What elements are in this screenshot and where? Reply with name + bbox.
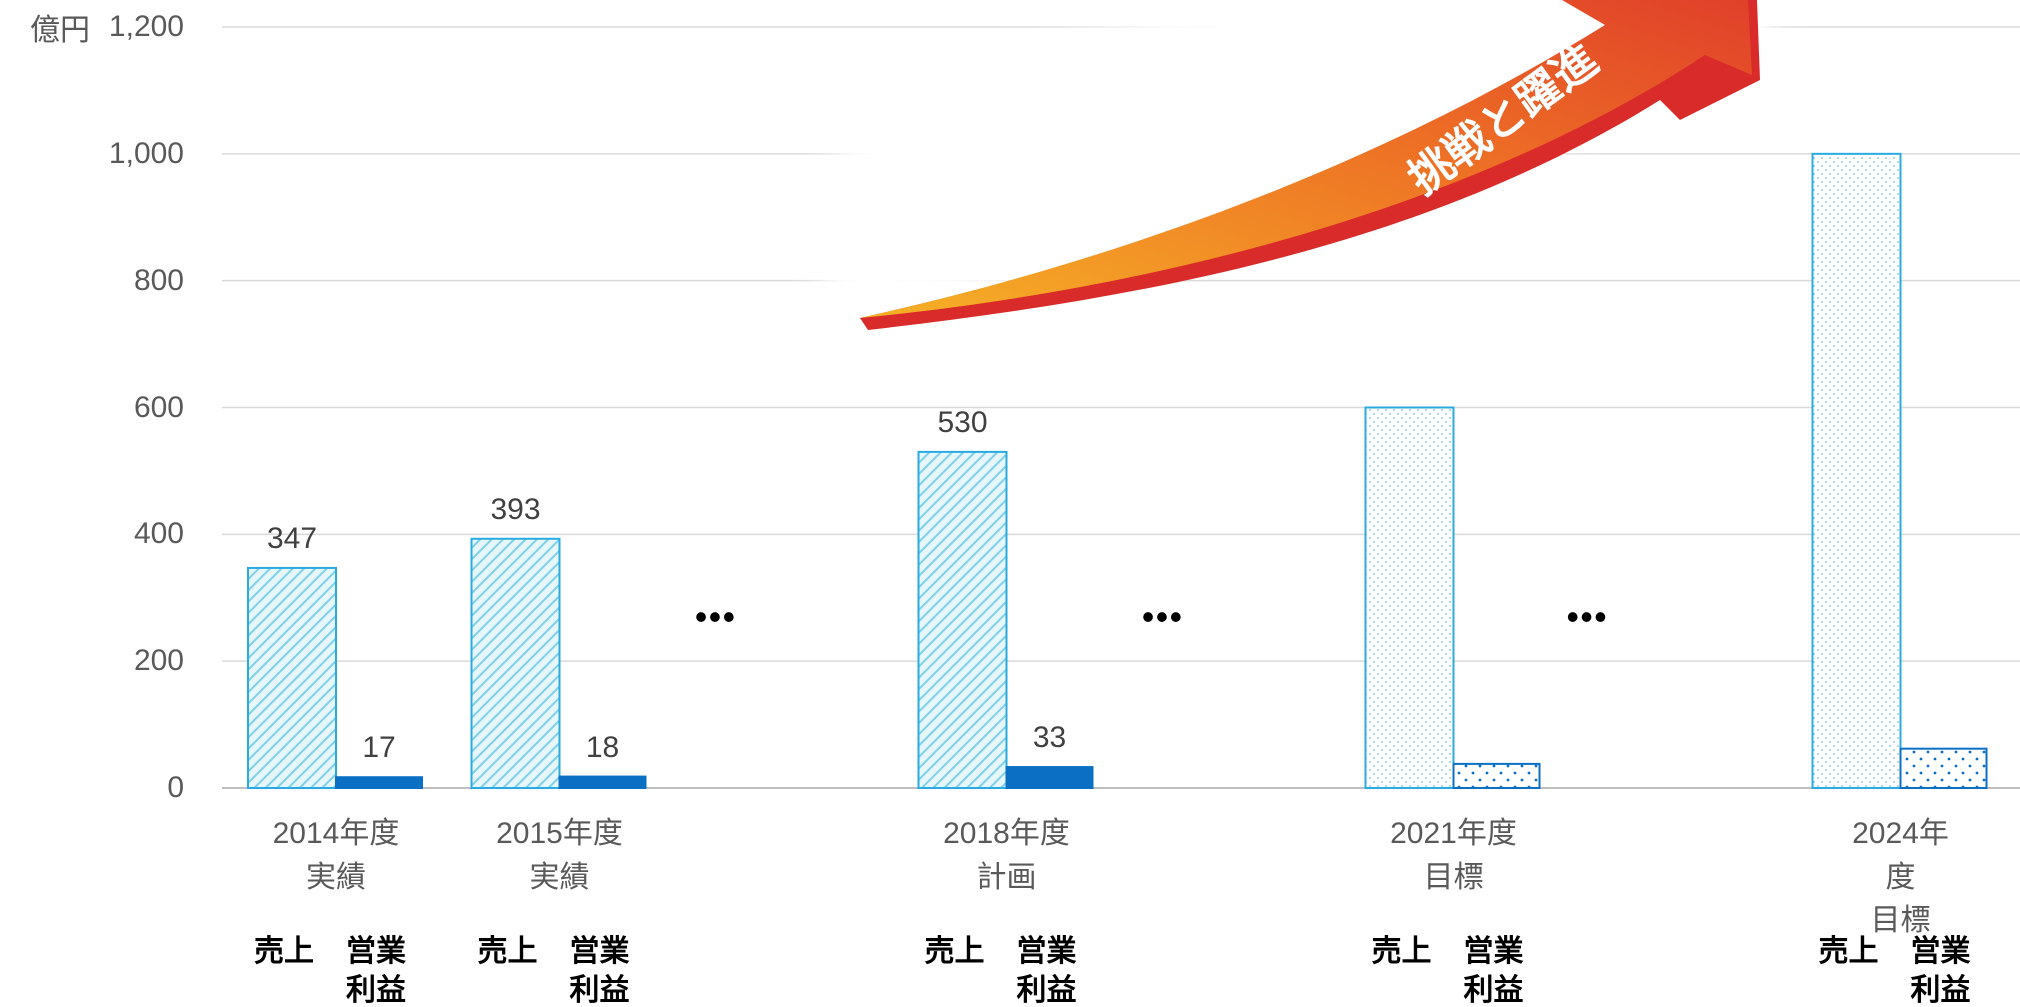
series-label: 売上 bbox=[1371, 932, 1433, 971]
y-tick-label: 600 bbox=[134, 391, 184, 425]
y-tick-label: 0 bbox=[167, 771, 184, 805]
data-label: 18 bbox=[586, 733, 619, 763]
bar bbox=[248, 568, 336, 788]
x-tick-label: 2018年度 計画 bbox=[943, 812, 1070, 899]
x-tick-label: 2014年度 実績 bbox=[273, 812, 400, 899]
x-tick-label: 2021年度 目標 bbox=[1390, 812, 1517, 899]
y-tick-label: 1,200 bbox=[109, 10, 184, 44]
series-label: 売上 bbox=[924, 932, 986, 971]
y-tick-label: 400 bbox=[134, 517, 184, 551]
series-label: 営業利益 bbox=[1463, 932, 1525, 1007]
data-label: 393 bbox=[490, 495, 540, 525]
data-label: 530 bbox=[937, 408, 987, 438]
bar bbox=[1366, 408, 1454, 789]
series-label: 売上 bbox=[1818, 932, 1880, 971]
bar bbox=[919, 452, 1007, 788]
chart: 挑戦と躍進 02004006008001,0001,200億円2014年度 実績… bbox=[0, 0, 2020, 1007]
separator: ••• bbox=[695, 599, 737, 638]
bar bbox=[1813, 154, 1901, 788]
series-label: 営業利益 bbox=[1910, 932, 1972, 1007]
bar bbox=[336, 777, 422, 788]
data-label: 347 bbox=[267, 524, 317, 554]
bar bbox=[1454, 764, 1540, 788]
bar bbox=[1901, 749, 1987, 788]
x-tick-label: 2015年度 実績 bbox=[496, 812, 623, 899]
y-tick-label: 1,000 bbox=[109, 137, 184, 171]
bar bbox=[1007, 767, 1093, 788]
y-tick-label: 200 bbox=[134, 644, 184, 678]
series-label: 営業利益 bbox=[1016, 932, 1078, 1007]
y-tick-label: 800 bbox=[134, 264, 184, 298]
separator: ••• bbox=[1567, 599, 1609, 638]
bar bbox=[560, 777, 646, 788]
separator: ••• bbox=[1142, 599, 1184, 638]
bar bbox=[472, 539, 560, 788]
data-label: 17 bbox=[362, 733, 395, 763]
series-label: 営業利益 bbox=[569, 932, 631, 1007]
series-label: 売上 bbox=[253, 932, 315, 971]
y-unit: 億円 bbox=[30, 5, 90, 49]
x-tick-label: 2024年度 目標 bbox=[1841, 812, 1961, 943]
data-label: 33 bbox=[1033, 723, 1066, 753]
series-label: 営業利益 bbox=[345, 932, 407, 1007]
series-label: 売上 bbox=[477, 932, 539, 971]
